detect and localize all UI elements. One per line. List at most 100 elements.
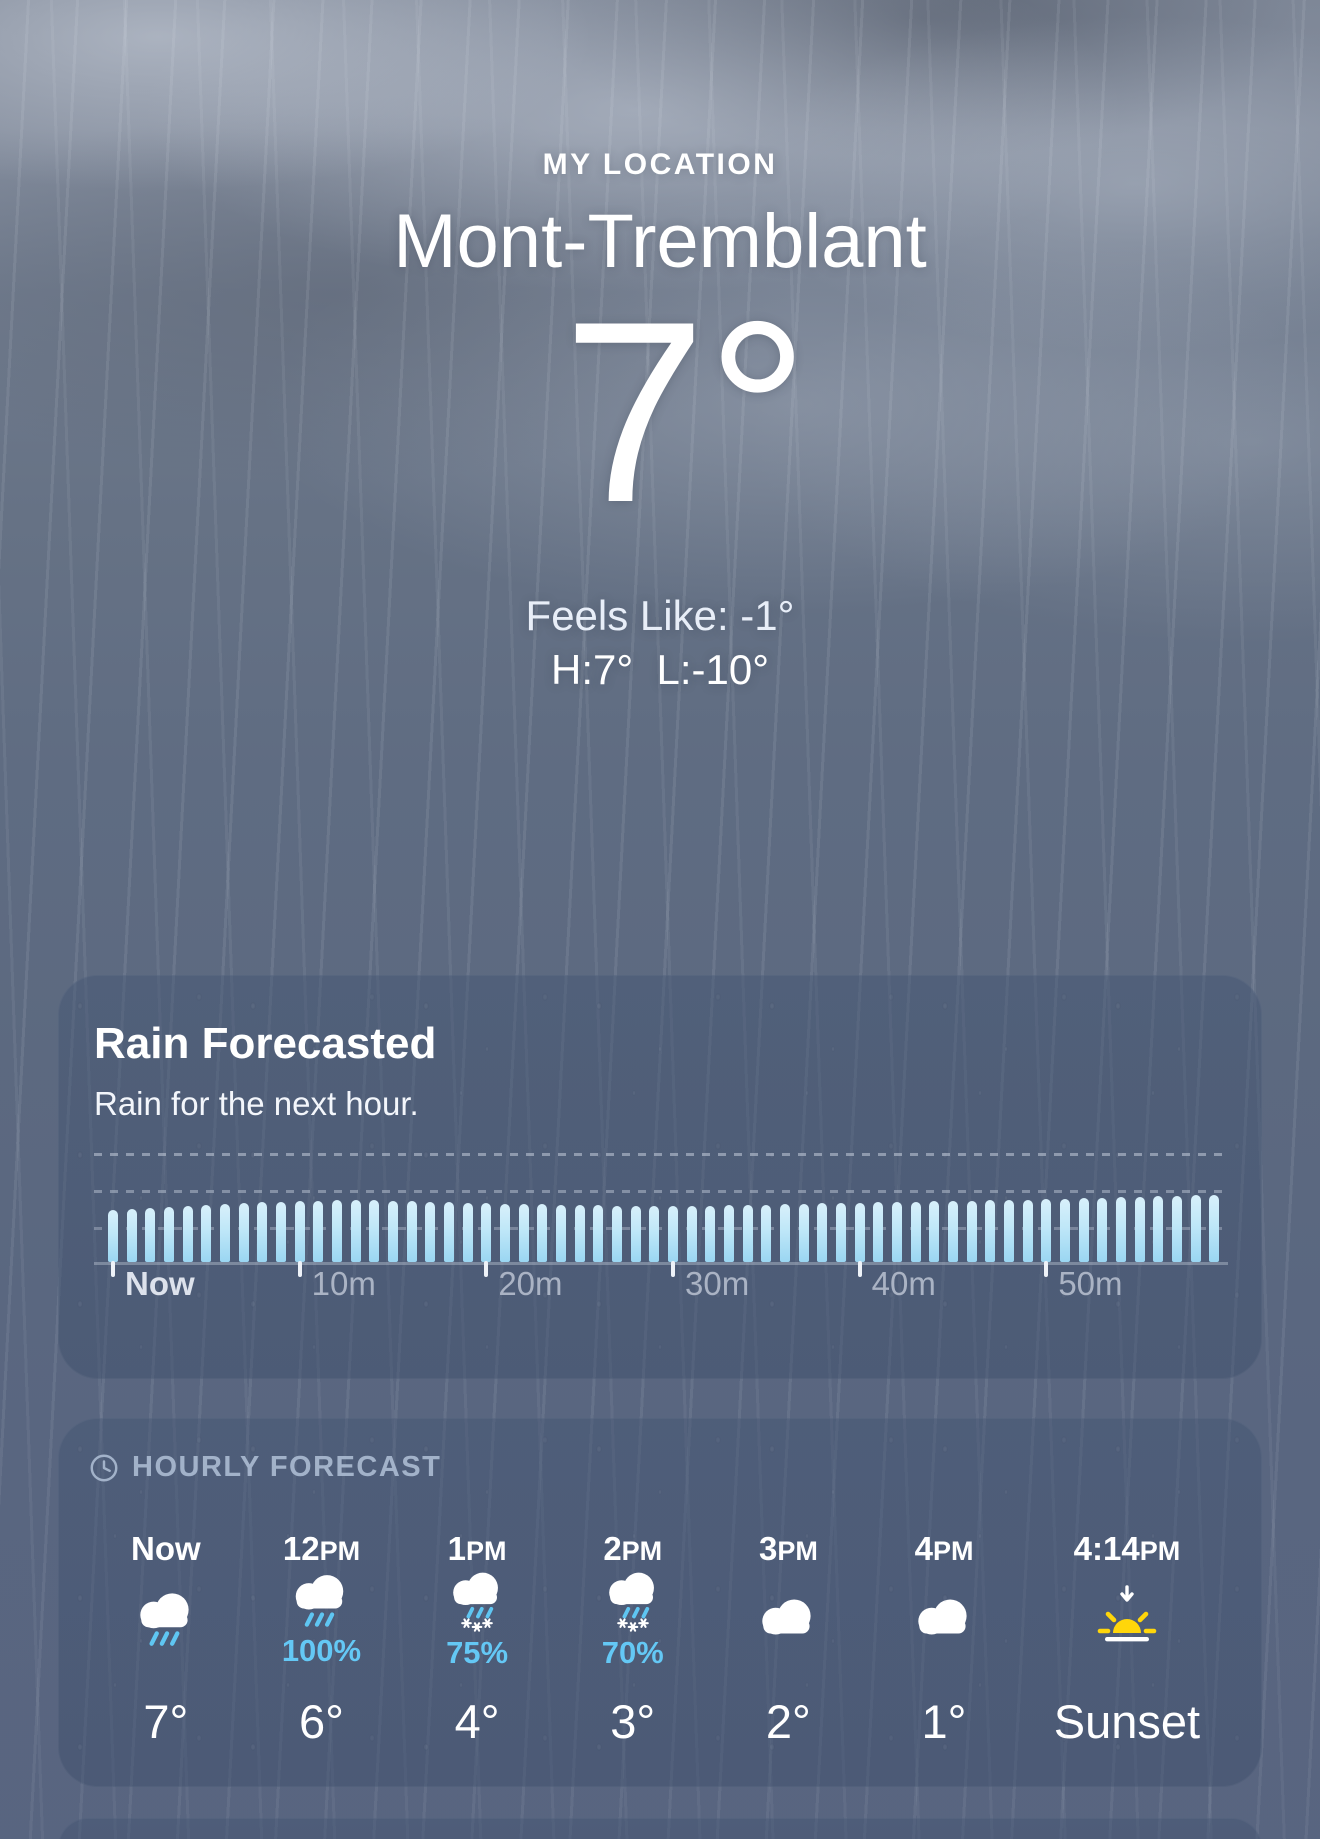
rain-bar xyxy=(444,1202,454,1262)
rain-bar xyxy=(1097,1198,1108,1262)
rain-bar xyxy=(388,1201,398,1262)
rain-bar xyxy=(873,1202,884,1262)
rain-bar xyxy=(929,1201,940,1262)
rain-bar xyxy=(462,1203,473,1262)
rain-card-title: Rain Forecasted xyxy=(94,1019,437,1068)
gridline-heavy xyxy=(94,1153,1228,1156)
hour-label: 4:14PM xyxy=(1073,1530,1181,1567)
hourly-item-sunset[interactable]: 4:14PM Sunset xyxy=(1022,1530,1232,1749)
rain-intensity-chart: Now 10m 20m 30m 40m 50m xyxy=(94,1153,1228,1303)
rain-bar xyxy=(1134,1197,1145,1262)
gridline-moderate xyxy=(94,1190,1228,1193)
current-temperature: 7° xyxy=(562,267,810,556)
rain-bar xyxy=(406,1201,417,1262)
hourly-item-3pm[interactable]: 3PM 2° xyxy=(711,1530,867,1749)
axis-tick xyxy=(297,1261,302,1277)
axis-tick xyxy=(671,1261,675,1277)
axis-tick xyxy=(857,1261,862,1277)
rain-bar xyxy=(369,1200,380,1262)
hour-temp: 4° xyxy=(454,1695,500,1748)
axis-label: 40m xyxy=(871,1265,936,1302)
chart-baseline xyxy=(94,1262,1228,1265)
rain-bar xyxy=(1116,1197,1126,1262)
rain-bar xyxy=(612,1206,622,1262)
rain-bar xyxy=(220,1204,230,1262)
hour-label: 4PM xyxy=(914,1530,974,1567)
axis-tick xyxy=(111,1261,115,1277)
rain-bar xyxy=(966,1201,977,1262)
axis-label: 50m xyxy=(1058,1265,1123,1302)
my-location-label: MY LOCATION xyxy=(542,148,778,181)
cloud-sleet-icon xyxy=(453,1572,499,1632)
rain-bar xyxy=(948,1201,958,1262)
rain-bar xyxy=(836,1203,846,1262)
rain-bar xyxy=(1190,1195,1201,1262)
hour-label: 1PM xyxy=(447,1530,507,1567)
cloud-icon xyxy=(762,1599,811,1635)
rain-bar xyxy=(705,1206,716,1262)
rain-bar xyxy=(854,1203,865,1262)
next-card-stub[interactable] xyxy=(58,1818,1262,1839)
precip-chance: 75% xyxy=(446,1634,509,1670)
high-low-label: H:7° L:-10° xyxy=(550,646,770,693)
precip-chance: 100% xyxy=(281,1632,362,1668)
rain-bar xyxy=(1153,1196,1164,1262)
rain-bar xyxy=(126,1209,137,1262)
rain-forecast-card[interactable]: Rain Forecasted Rain for the next hour. … xyxy=(58,975,1262,1379)
rain-bar xyxy=(1060,1199,1070,1262)
rain-bar xyxy=(1041,1199,1052,1262)
rain-bar xyxy=(182,1206,193,1262)
rain-bar xyxy=(724,1205,734,1262)
city-name: Mont-Tremblant xyxy=(393,199,927,284)
rain-bar xyxy=(500,1204,510,1262)
rain-bar xyxy=(201,1205,212,1262)
rain-bar xyxy=(350,1200,361,1262)
hourly-item-12pm[interactable]: 12PM 100% 6° xyxy=(244,1530,400,1749)
axis-label: 10m xyxy=(311,1265,376,1302)
cloud-icon xyxy=(918,1599,967,1635)
rain-bar xyxy=(1209,1195,1220,1262)
rain-bar xyxy=(257,1202,268,1262)
rain-bar xyxy=(649,1206,660,1262)
hour-label: 2PM xyxy=(603,1530,663,1567)
hour-label: 3PM xyxy=(758,1530,818,1567)
rain-bar xyxy=(537,1204,548,1262)
rain-bar xyxy=(332,1200,342,1262)
rain-bar xyxy=(1172,1196,1182,1262)
rain-bar xyxy=(518,1204,529,1262)
cloud-sleet-icon xyxy=(608,1572,654,1632)
rain-card-subtitle: Rain for the next hour. xyxy=(94,1085,419,1122)
hourly-forecast-header: HOURLY FORECAST xyxy=(88,1451,1232,1484)
hourly-scroller[interactable]: Now 7° 12PM xyxy=(88,1530,1232,1749)
rain-bar xyxy=(313,1201,324,1262)
axis-label: 30m xyxy=(685,1265,750,1302)
rain-bar xyxy=(164,1207,174,1262)
rain-bar xyxy=(780,1204,790,1262)
hour-temp: 6° xyxy=(298,1695,344,1748)
hourly-forecast-card[interactable]: HOURLY FORECAST Now 7° 12PM xyxy=(58,1418,1262,1787)
rain-bar xyxy=(294,1201,305,1262)
rain-bar xyxy=(1004,1200,1014,1262)
rain-bar xyxy=(1022,1200,1033,1262)
rain-bar xyxy=(108,1210,118,1262)
rain-bar xyxy=(817,1203,828,1262)
rain-bar xyxy=(910,1202,921,1262)
hour-temp: Sunset xyxy=(1053,1695,1201,1748)
rain-bar xyxy=(985,1200,996,1262)
clock-icon xyxy=(90,1454,118,1481)
hour-temp: 7° xyxy=(143,1695,189,1748)
hourly-item-now[interactable]: Now 7° xyxy=(88,1530,244,1749)
cloud-drizzle-icon xyxy=(296,1575,344,1627)
rain-bar xyxy=(556,1205,566,1262)
rain-bar xyxy=(425,1202,436,1262)
hour-temp: 3° xyxy=(610,1695,656,1748)
hourly-forecast-title: HOURLY FORECAST xyxy=(132,1451,442,1483)
hourly-item-1pm[interactable]: 1PM 75% 4° xyxy=(399,1530,555,1749)
hourly-item-4pm[interactable]: 4PM 1° xyxy=(866,1530,1022,1749)
rain-bar xyxy=(742,1205,753,1262)
precip-chance: 70% xyxy=(601,1634,664,1670)
hourly-item-2pm[interactable]: 2PM 70% 3° xyxy=(555,1530,711,1749)
rain-bar xyxy=(574,1205,585,1262)
sunset-icon xyxy=(1097,1585,1157,1642)
